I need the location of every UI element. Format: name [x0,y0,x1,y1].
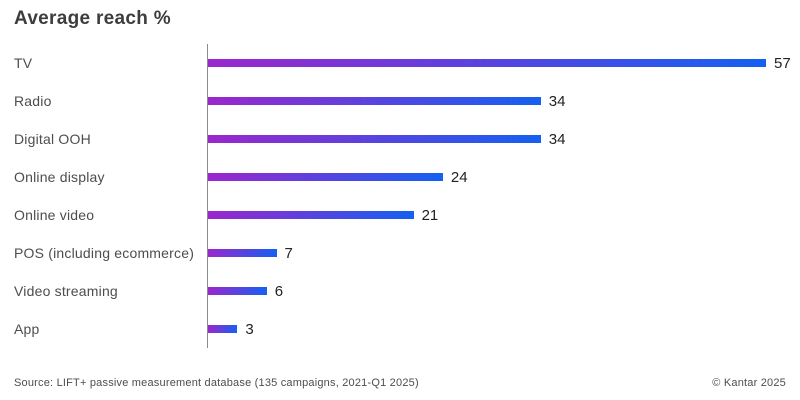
value-label: 3 [245,320,254,338]
bar [208,325,238,333]
chart-row: App 3 [14,310,790,348]
category-label: TV [14,55,33,71]
category-label: Online video [14,207,95,223]
bar-area: 34 [208,93,790,110]
category-label: Online display [14,169,105,185]
bar-chart: TV 57 Radio 34 Digital OOH 34 Online dis… [14,44,791,348]
value-label: 21 [421,206,439,224]
bar [208,249,277,257]
value-label: 34 [548,130,566,148]
bar-area: 34 [208,131,790,148]
source-note: Source: LIFT+ passive measurement databa… [14,377,419,389]
bar [208,135,541,143]
copyright-note: © Kantar 2025 [712,377,786,389]
chart-rows: TV 57 Radio 34 Digital OOH 34 Online dis… [14,44,791,348]
bar [208,97,541,105]
bar [208,287,267,295]
bar-area: 6 [208,283,790,300]
value-label: 6 [274,282,284,300]
bar-area: 3 [208,321,790,338]
chart-row: TV 57 [14,44,791,82]
category-label: Radio [14,93,52,109]
chart-row: Online display 24 [14,158,790,196]
bar-area: 7 [208,245,790,262]
chart-row: POS (including ecommerce) 7 [14,234,790,272]
chart-row: Digital OOH 34 [14,120,790,158]
bar [208,173,443,181]
category-label: POS (including ecommerce) [14,245,195,261]
category-label: Video streaming [14,283,118,299]
bar-area: 57 [208,55,791,72]
value-label: 7 [284,244,293,262]
bar-area: 21 [208,207,790,224]
chart-row: Video streaming 6 [14,272,790,310]
y-axis-line [207,44,208,348]
chart-row: Radio 34 [14,82,790,120]
bar-area: 24 [208,169,790,186]
chart-row: Online video 21 [14,196,790,234]
value-label: 24 [450,168,468,186]
bar [208,211,414,219]
value-label: 57 [774,54,791,72]
category-label: Digital OOH [14,131,91,147]
chart-title: Average reach % [14,8,171,29]
value-label: 34 [548,92,566,110]
category-label: App [14,321,40,337]
bar [208,59,766,67]
